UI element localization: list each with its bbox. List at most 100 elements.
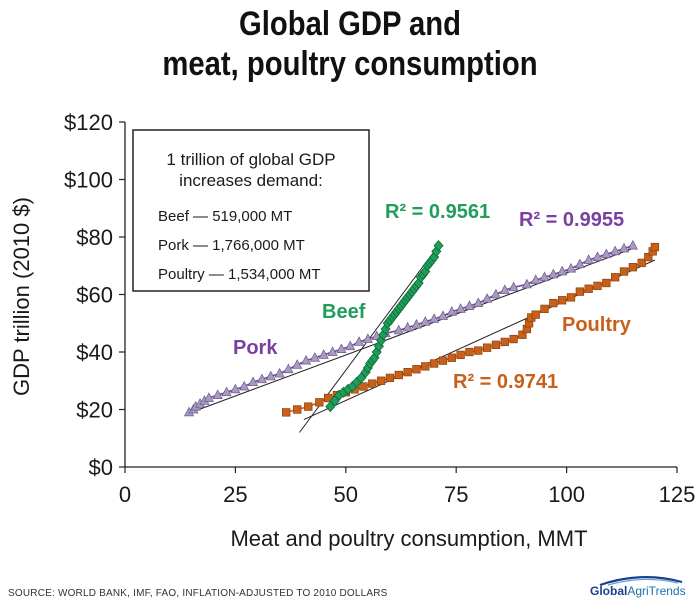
pork-data-point	[530, 274, 541, 284]
x-tick-label: 100	[548, 482, 585, 507]
x-tick-label: 0	[119, 482, 131, 507]
swoosh-icon	[599, 576, 683, 586]
poultry-data-point	[644, 252, 653, 262]
pork-series-label: Pork	[233, 337, 278, 359]
poultry-data-point	[376, 376, 386, 385]
pork-data-point	[539, 271, 550, 282]
annotation-box-frame	[132, 129, 370, 292]
pork-data-point	[309, 352, 320, 362]
pork-data-point	[610, 245, 621, 256]
pork-data-point	[618, 242, 630, 253]
poultry-data-point	[518, 330, 527, 339]
poultry-data-point	[482, 343, 492, 352]
pork-data-point	[583, 254, 594, 264]
poultry-data-point	[593, 281, 602, 291]
poultry-series-label: Poultry	[562, 314, 632, 336]
pork-data-point	[353, 336, 365, 346]
poultry-data-point	[650, 242, 660, 252]
poultry-data-point	[584, 284, 593, 293]
poultry-data-point	[611, 273, 620, 282]
poultry-data-point	[385, 373, 395, 383]
pork-data-point	[318, 349, 329, 359]
beef-data-point	[325, 401, 336, 413]
beef-data-point	[356, 372, 367, 384]
pork-data-point	[437, 310, 449, 320]
poultry-data-point	[549, 298, 558, 308]
poultry-data-point	[500, 337, 509, 347]
annotation-row: Pork — 1,766,000 MT	[158, 237, 305, 254]
pork-data-point	[345, 340, 356, 351]
pork-data-point	[283, 363, 294, 374]
pork-data-point	[221, 386, 232, 397]
poultry-data-point	[509, 334, 518, 344]
poultry-data-point	[323, 393, 333, 403]
poultry-data-point	[368, 379, 377, 388]
poultry-data-point	[558, 296, 567, 305]
y-tick-label: $120	[64, 110, 113, 135]
x-tick-label: 75	[444, 482, 468, 507]
pork-data-point	[490, 288, 502, 299]
pork-data-point	[557, 265, 568, 276]
x-tick-label: 125	[659, 482, 696, 507]
pork-data-point	[592, 251, 603, 261]
poultry-data-point	[575, 287, 584, 296]
data-markers	[183, 239, 660, 417]
x-tick-label: 25	[223, 482, 247, 507]
pork-data-point	[508, 281, 519, 292]
pork-data-point	[327, 346, 338, 356]
beef-data-point	[433, 240, 444, 252]
beef-r-squared-label: R² = 0.9561	[385, 201, 490, 223]
pork-data-point	[402, 321, 413, 332]
poultry-series-line	[285, 246, 656, 414]
pork-data-point	[420, 316, 431, 326]
annotation-row: Poultry — 1,534,000 MT	[158, 266, 321, 283]
chart-labels: Beef R² = 0.9561 Pork R² = 0.9955 Poultry R² …	[233, 201, 632, 393]
poultry-data-point	[491, 340, 501, 349]
pork-data-point	[230, 383, 241, 394]
chart-title-line1: Global GDP and	[238, 5, 462, 43]
poultry-data-point	[359, 382, 368, 391]
pork-data-point	[274, 367, 285, 378]
x-tick-label: 50	[334, 482, 358, 507]
pork-data-point	[362, 333, 373, 343]
logo-text: GlobalAgriTrends	[590, 584, 686, 598]
pork-r-squared-label: R² = 0.9955	[519, 209, 624, 231]
poultry-data-point	[456, 350, 465, 360]
pork-data-point	[212, 389, 223, 399]
pork-data-point	[265, 370, 276, 381]
pork-data-point	[446, 306, 457, 316]
poultry-data-point	[282, 408, 291, 417]
pork-data-point	[300, 354, 312, 365]
poultry-data-point	[293, 405, 302, 414]
poultry-data-point	[447, 353, 456, 362]
axes: $0 $20 $40 $60 $80 $100 $120 0 25 50 75 100 125 Meat …	[9, 110, 695, 551]
poultry-data-point	[566, 293, 576, 302]
poultry-data-point	[315, 398, 324, 407]
pork-data-point	[336, 343, 347, 353]
y-tick-label: $0	[89, 455, 113, 480]
beef-series-label: Beef	[322, 301, 366, 323]
pork-data-point	[247, 376, 259, 387]
logo-text-agritrends: AgriTrends	[627, 584, 686, 598]
y-tick-label: $80	[76, 225, 113, 250]
poultry-data-point	[540, 304, 549, 314]
y-tick-label: $20	[76, 398, 113, 423]
y-axis-title: GDP trillion (2010 $)	[9, 197, 34, 396]
poultry-data-point	[628, 263, 637, 272]
x-axis-title: Meat and poultry consumption, MMT	[230, 526, 587, 551]
pork-data-point	[203, 392, 214, 402]
poultry-data-point	[421, 362, 430, 371]
pork-data-point	[256, 373, 267, 384]
chart-title: Global GDP and meat, poultry consumption	[49, 4, 651, 84]
poultry-r-squared-label: R² = 0.9741	[453, 371, 558, 393]
poultry-data-point	[474, 346, 483, 355]
poultry-data-point	[429, 359, 439, 368]
annotation-line1: 1 trillion of global GDP	[166, 150, 335, 169]
pork-data-point	[393, 324, 404, 335]
y-tick-label: $40	[76, 340, 113, 365]
pork-data-point	[455, 303, 466, 313]
poultry-data-point	[394, 370, 403, 380]
pork-data-point	[499, 284, 510, 295]
pork-data-point	[548, 268, 559, 279]
